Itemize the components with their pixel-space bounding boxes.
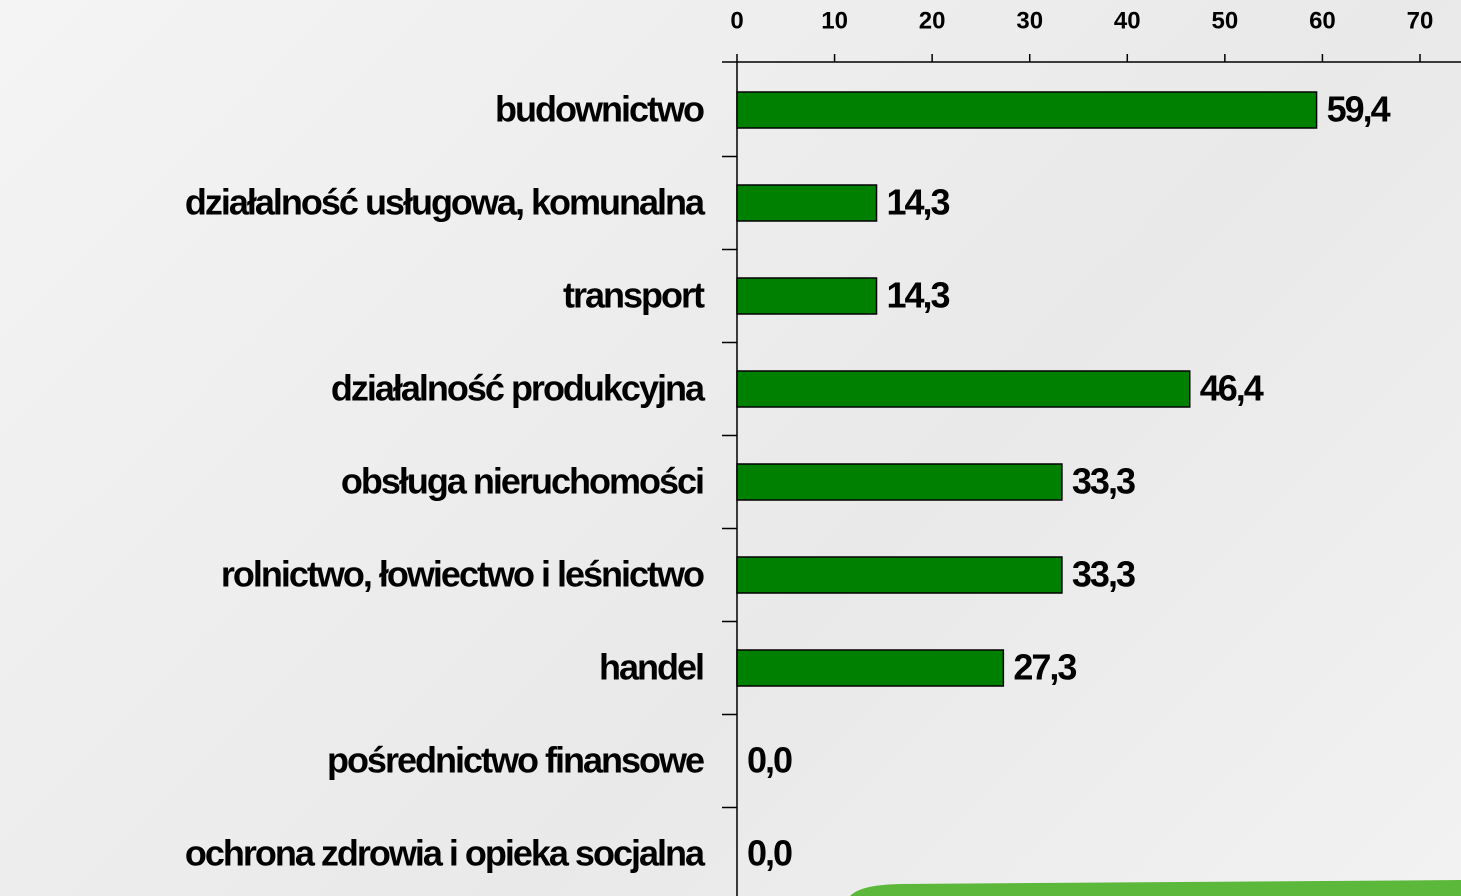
x-tick-label: 60: [1309, 7, 1336, 34]
bar: [736, 277, 878, 315]
y-tick-label: działalność usługowa, komunalna: [185, 182, 706, 223]
x-tick-label: 50: [1212, 7, 1239, 34]
data-label: 33,3: [1072, 554, 1135, 595]
y-tick-label: pośrednictwo finansowe: [327, 740, 704, 781]
data-label: 27,3: [1013, 647, 1076, 688]
data-label: 14,3: [887, 275, 950, 316]
bar: [736, 184, 878, 222]
y-tick-label: działalność produkcyjna: [331, 368, 706, 409]
decoration: [850, 880, 1461, 896]
data-label: 33,3: [1072, 461, 1135, 502]
x-tick-label: 20: [919, 7, 946, 34]
bar: [736, 556, 1063, 594]
x-tick-label: 0: [730, 7, 743, 34]
y-tick-label: transport: [563, 275, 705, 316]
y-tick-label: handel: [599, 647, 703, 688]
bar: [736, 370, 1191, 408]
y-tick-label: rolnictwo, łowiectwo i leśnictwo: [221, 554, 704, 595]
data-label: 14,3: [887, 182, 950, 223]
data-label: 0,0: [747, 740, 792, 781]
y-tick-label: ochrona zdrowia i opieka socjalna: [185, 833, 706, 874]
bar: [736, 91, 1318, 129]
y-tick-label: obsługa nieruchomości: [341, 461, 703, 502]
data-label: 0,0: [747, 833, 792, 874]
data-label: 46,4: [1200, 368, 1264, 409]
x-tick-label: 10: [821, 7, 848, 34]
data-label: 59,4: [1327, 89, 1391, 130]
x-tick-label: 30: [1016, 7, 1043, 34]
x-tick-label: 70: [1407, 7, 1434, 34]
x-tick-label: 40: [1114, 7, 1141, 34]
y-tick-label: budownictwo: [495, 89, 704, 130]
bar: [736, 463, 1063, 501]
bar: [736, 649, 1005, 687]
